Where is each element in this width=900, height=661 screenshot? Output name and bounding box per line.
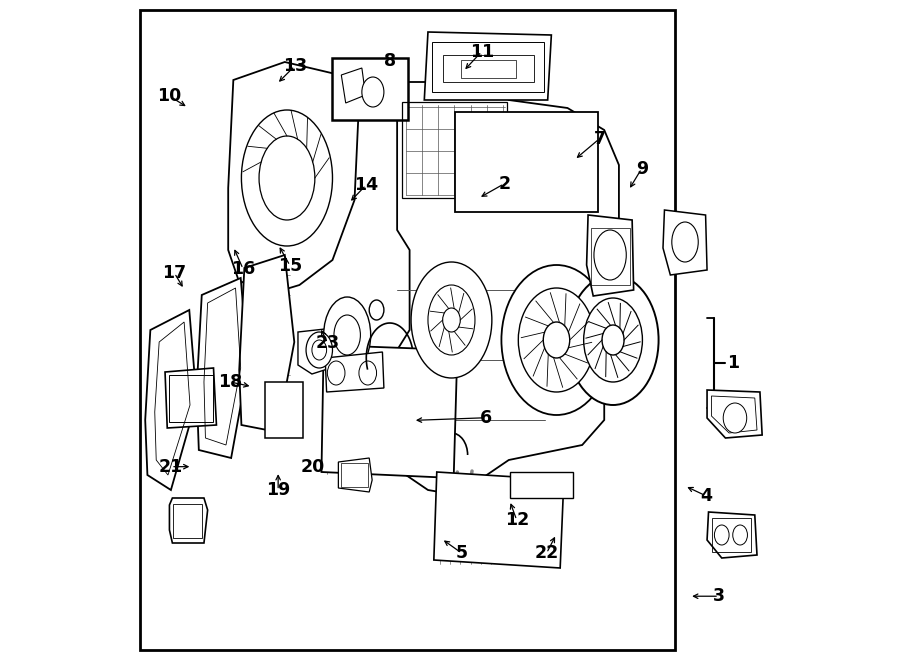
Polygon shape: [229, 62, 358, 295]
Polygon shape: [321, 345, 457, 478]
Text: 2: 2: [498, 175, 510, 193]
Polygon shape: [341, 68, 365, 103]
Polygon shape: [145, 310, 196, 490]
Text: 10: 10: [157, 87, 181, 105]
Ellipse shape: [241, 110, 332, 246]
Bar: [432, 42, 544, 92]
Ellipse shape: [724, 403, 747, 433]
Polygon shape: [298, 328, 337, 374]
Ellipse shape: [334, 315, 360, 355]
Polygon shape: [196, 278, 248, 458]
Ellipse shape: [411, 262, 492, 378]
Text: 13: 13: [283, 57, 307, 75]
Text: 12: 12: [505, 511, 529, 529]
Ellipse shape: [362, 77, 384, 107]
Polygon shape: [707, 512, 757, 558]
Text: 4: 4: [700, 486, 712, 505]
Bar: [510, 472, 573, 498]
Ellipse shape: [369, 300, 384, 320]
Text: 8: 8: [384, 52, 397, 71]
Polygon shape: [165, 368, 216, 428]
Bar: [140, 10, 676, 650]
Polygon shape: [424, 32, 552, 100]
Polygon shape: [395, 82, 619, 495]
Text: 20: 20: [301, 457, 325, 476]
Ellipse shape: [584, 298, 643, 382]
Bar: [455, 112, 598, 212]
Bar: [168, 375, 212, 422]
Ellipse shape: [594, 230, 626, 280]
Text: 14: 14: [354, 176, 378, 194]
Polygon shape: [169, 498, 208, 543]
Polygon shape: [587, 215, 634, 296]
Text: 16: 16: [231, 260, 256, 278]
Polygon shape: [434, 472, 563, 568]
Text: 7: 7: [593, 130, 606, 148]
Ellipse shape: [518, 288, 595, 392]
Bar: [173, 504, 202, 538]
Ellipse shape: [306, 332, 332, 368]
Bar: [341, 463, 368, 487]
Ellipse shape: [602, 325, 624, 355]
Text: 15: 15: [278, 256, 302, 275]
Polygon shape: [325, 352, 384, 392]
Ellipse shape: [428, 285, 475, 355]
Bar: [402, 102, 508, 198]
Polygon shape: [338, 458, 372, 492]
Bar: [461, 60, 516, 78]
Text: 5: 5: [455, 544, 468, 563]
Bar: [591, 228, 630, 285]
Ellipse shape: [568, 275, 659, 405]
Text: 9: 9: [635, 159, 648, 178]
Bar: [332, 58, 408, 120]
Ellipse shape: [443, 308, 460, 332]
Text: 22: 22: [535, 544, 559, 563]
Text: 11: 11: [470, 42, 494, 61]
Polygon shape: [663, 210, 707, 275]
Polygon shape: [707, 390, 762, 438]
Text: 3: 3: [713, 587, 725, 605]
Text: 6: 6: [480, 408, 491, 427]
Bar: [265, 382, 303, 438]
Ellipse shape: [501, 265, 612, 415]
Text: 17: 17: [162, 264, 186, 282]
Text: 23: 23: [316, 334, 340, 352]
Polygon shape: [239, 255, 294, 432]
Bar: [712, 518, 751, 552]
Bar: [443, 55, 535, 82]
Ellipse shape: [259, 136, 315, 220]
Text: 19: 19: [266, 481, 291, 500]
Ellipse shape: [544, 322, 570, 358]
Text: 1: 1: [726, 354, 739, 372]
Ellipse shape: [324, 297, 371, 373]
Ellipse shape: [671, 222, 698, 262]
Text: 21: 21: [159, 457, 184, 476]
Text: 18: 18: [219, 373, 243, 391]
